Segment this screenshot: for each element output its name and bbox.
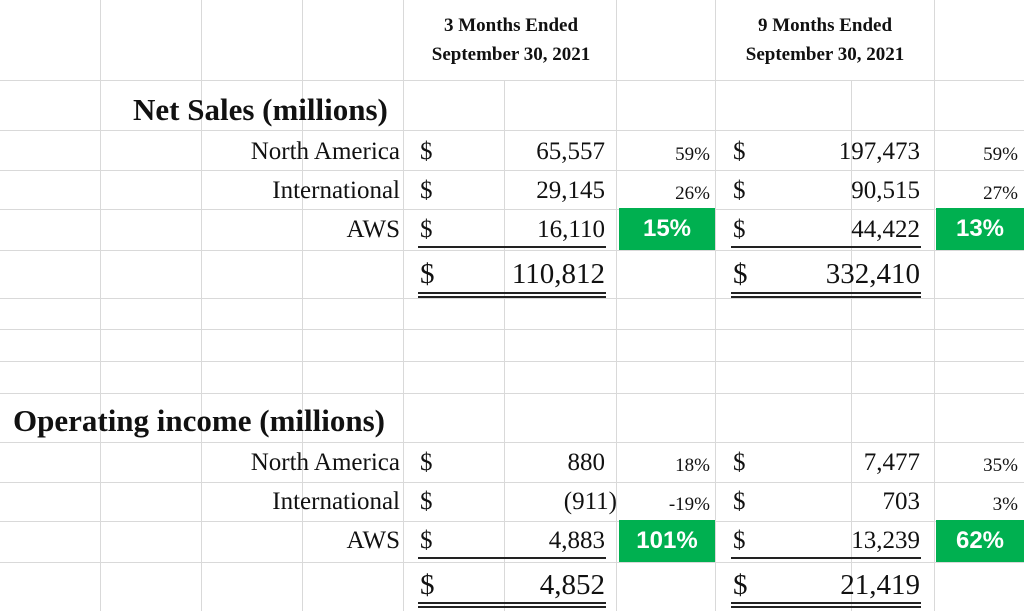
total-double-underline	[731, 292, 921, 294]
gridline	[201, 0, 202, 611]
op-income-9m-pct-international: 3%	[992, 494, 1018, 515]
op-income-label-aws: AWS	[346, 527, 400, 554]
net-sales-label-aws: AWS	[346, 216, 400, 243]
gridline	[0, 562, 1024, 563]
total-double-underline	[731, 606, 921, 608]
gridline	[403, 0, 404, 611]
currency-symbol: $	[733, 138, 746, 165]
gridline	[715, 0, 716, 611]
op-income-3m-pct-aws-highlight: 101%	[619, 520, 715, 562]
op-income-label-international: International	[272, 488, 400, 515]
net-sales-3m-international: 29,145	[536, 177, 605, 204]
header-3-months-line1: 3 Months Ended	[443, 15, 579, 36]
gridline	[0, 209, 1024, 210]
net-sales-9m-pct-north-america: 59%	[983, 144, 1018, 165]
currency-symbol: $	[733, 488, 746, 515]
op-income-3m-pct-north-america: 18%	[675, 455, 710, 476]
gridline	[0, 361, 1024, 362]
gridline	[0, 130, 1024, 131]
gridline	[100, 0, 101, 611]
currency-symbol: $	[420, 488, 433, 515]
op-income-label-north-america: North America	[250, 449, 400, 476]
total-double-underline	[418, 292, 606, 294]
header-9-months-line2: September 30, 2021	[745, 44, 905, 65]
currency-symbol: $	[420, 449, 433, 476]
total-double-underline	[418, 606, 606, 608]
op-income-9m-aws: 13,239	[851, 527, 920, 554]
header-9-months-line1: 9 Months Ended	[757, 15, 893, 36]
currency-symbol: $	[733, 527, 746, 554]
net-sales-9m-pct-international: 27%	[983, 183, 1018, 204]
total-double-underline	[731, 602, 921, 604]
op-income-3m-north-america: 880	[567, 449, 606, 476]
subtotal-underline	[418, 557, 606, 559]
gridline	[0, 250, 1024, 251]
gridline	[851, 80, 852, 611]
currency-symbol: $	[420, 527, 433, 554]
currency-symbol: $	[420, 569, 435, 601]
currency-symbol: $	[733, 216, 746, 243]
net-sales-3m-pct-international: 26%	[675, 183, 710, 204]
net-sales-3m-total: 110,812	[511, 258, 605, 290]
gridline	[0, 329, 1024, 330]
subtotal-underline	[731, 246, 921, 248]
net-sales-title: Net Sales (millions)	[133, 92, 388, 127]
currency-symbol: $	[733, 258, 748, 290]
op-income-3m-total: 4,852	[539, 569, 605, 601]
gridline	[0, 521, 1024, 522]
net-sales-3m-north-america: 65,557	[536, 138, 605, 165]
currency-symbol: $	[420, 177, 433, 204]
operating-income-title: Operating income (millions)	[13, 403, 385, 438]
header-3-months-line2: September 30, 2021	[431, 44, 591, 65]
subtotal-underline	[731, 557, 921, 559]
net-sales-9m-total: 332,410	[825, 258, 920, 290]
op-income-9m-pct-aws-highlight: 62%	[936, 520, 1024, 562]
op-income-9m-total: 21,419	[840, 569, 920, 601]
gridline	[504, 80, 505, 611]
currency-symbol: $	[733, 177, 746, 204]
gridline	[0, 170, 1024, 171]
op-income-9m-pct-north-america: 35%	[983, 455, 1018, 476]
gridline	[0, 80, 1024, 81]
currency-symbol: $	[733, 569, 748, 601]
net-sales-label-international: International	[272, 177, 400, 204]
currency-symbol: $	[733, 449, 746, 476]
total-double-underline	[418, 602, 606, 604]
net-sales-3m-pct-north-america: 59%	[675, 144, 710, 165]
gridline	[0, 298, 1024, 299]
subtotal-underline	[418, 246, 606, 248]
op-income-3m-pct-international: -19%	[668, 494, 710, 515]
gridline	[302, 0, 303, 611]
gridline	[0, 482, 1024, 483]
net-sales-9m-north-america: 197,473	[838, 138, 920, 165]
net-sales-3m-aws: 16,110	[537, 216, 605, 243]
net-sales-label-north-america: North America	[250, 138, 400, 165]
op-income-9m-international: 703	[882, 488, 921, 515]
currency-symbol: $	[420, 216, 433, 243]
gridline	[0, 393, 1024, 394]
net-sales-9m-aws: 44,422	[851, 216, 920, 243]
gridline	[0, 442, 1024, 443]
op-income-3m-aws: 4,883	[548, 527, 605, 554]
total-double-underline	[731, 296, 921, 298]
op-income-9m-north-america: 7,477	[863, 449, 920, 476]
net-sales-9m-pct-aws-highlight: 13%	[936, 208, 1024, 250]
total-double-underline	[418, 296, 606, 298]
net-sales-9m-international: 90,515	[851, 177, 920, 204]
currency-symbol: $	[420, 138, 433, 165]
gridline	[934, 0, 935, 611]
op-income-3m-international: (911)	[563, 488, 617, 515]
net-sales-3m-pct-aws-highlight: 15%	[619, 208, 715, 250]
currency-symbol: $	[420, 258, 435, 290]
gridline	[616, 0, 617, 611]
